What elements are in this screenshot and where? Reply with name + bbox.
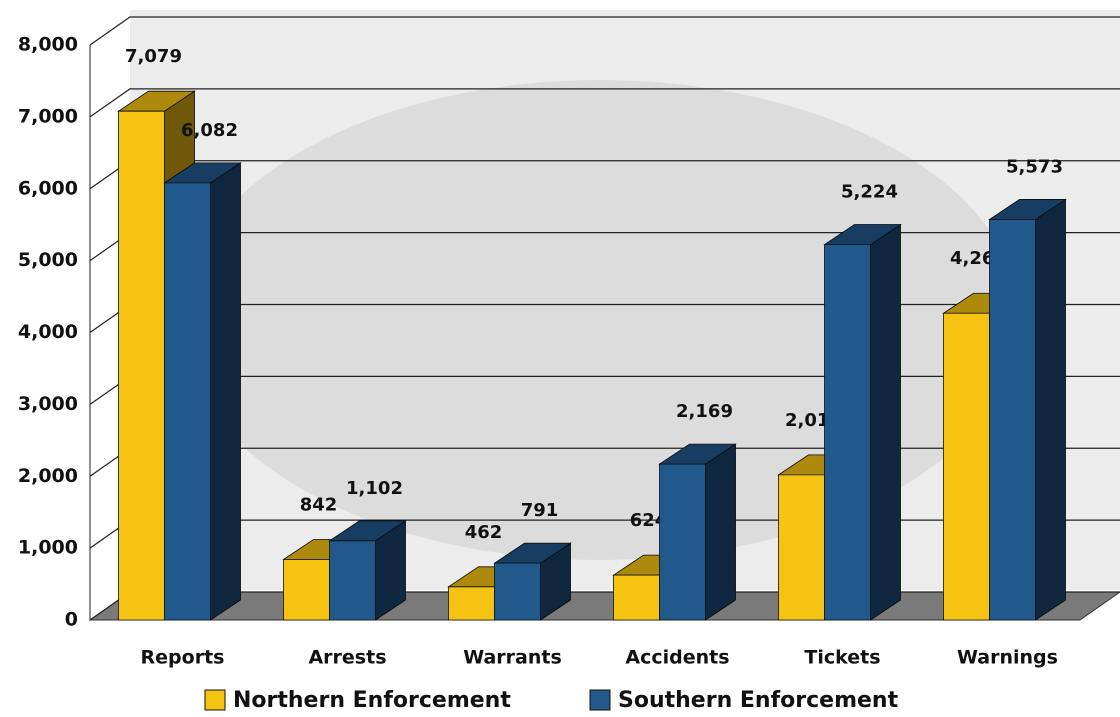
y-tick-label: 5,000 [18, 249, 78, 271]
x-tick-label: Accidents [625, 647, 729, 669]
bar-front [330, 541, 376, 620]
value-label: 842 [300, 494, 338, 515]
bar-front [614, 575, 660, 620]
value-label: 2,169 [676, 401, 733, 422]
bar [165, 163, 241, 620]
bar [660, 444, 736, 620]
bar-front [944, 313, 990, 620]
bar-front [825, 245, 871, 620]
value-label: 1,102 [346, 478, 403, 499]
y-tick-label: 4,000 [18, 321, 78, 343]
y-tick-label: 7,000 [18, 105, 78, 127]
y-tick-label: 1,000 [18, 537, 78, 559]
legend-swatch [590, 690, 610, 710]
y-tick-label: 0 [65, 609, 78, 631]
value-label: 791 [521, 500, 559, 521]
bar-front [449, 587, 495, 620]
bar-side [211, 163, 241, 620]
bar-front [990, 219, 1036, 620]
y-tick-label: 8,000 [18, 34, 78, 56]
bar-side [706, 444, 736, 620]
bar-side [1036, 199, 1066, 620]
value-label: 6,082 [181, 120, 238, 141]
legend-swatch [205, 690, 225, 710]
bar [330, 521, 406, 620]
value-label: 5,224 [841, 182, 898, 203]
y-tick-label: 2,000 [18, 465, 78, 487]
bar-side [871, 225, 901, 620]
y-tick-label: 3,000 [18, 393, 78, 415]
x-tick-label: Warnings [957, 647, 1058, 669]
bar-front [165, 183, 211, 620]
value-label: 7,079 [125, 46, 182, 67]
y-tick-label: 6,000 [18, 177, 78, 199]
bar [990, 199, 1066, 620]
value-label: 462 [465, 522, 503, 543]
x-tick-label: Arrests [308, 647, 386, 669]
x-tick-label: Reports [141, 647, 225, 669]
bar-front [119, 111, 165, 620]
value-label: 5,573 [1006, 156, 1063, 177]
bar [825, 225, 901, 620]
chart: 0 1,000 2,000 3,000 4,000 5,000 6,000 7,000 8,00… [0, 0, 1120, 717]
x-tick-label: Tickets [804, 647, 880, 669]
bar-front [495, 563, 541, 620]
legend-label: Northern Enforcement [233, 688, 511, 713]
bar-front [779, 475, 825, 620]
bar-front [284, 559, 330, 620]
legend-label: Southern Enforcement [618, 688, 899, 713]
bar-front [660, 464, 706, 620]
x-tick-label: Warrants [463, 647, 562, 669]
